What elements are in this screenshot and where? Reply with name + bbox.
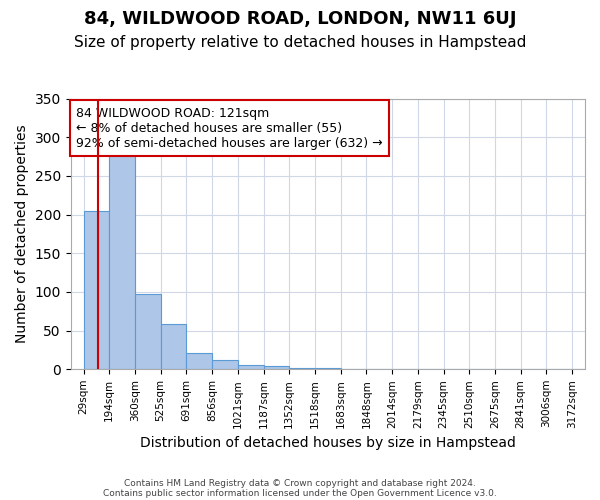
Bar <box>135 294 161 369</box>
Bar <box>109 145 135 369</box>
Bar <box>161 324 187 369</box>
Bar <box>212 360 238 369</box>
Text: Size of property relative to detached houses in Hampstead: Size of property relative to detached ho… <box>74 35 526 50</box>
Bar <box>289 368 315 369</box>
Text: Contains public sector information licensed under the Open Government Licence v3: Contains public sector information licen… <box>103 488 497 498</box>
Y-axis label: Number of detached properties: Number of detached properties <box>15 124 29 343</box>
Text: Contains HM Land Registry data © Crown copyright and database right 2024.: Contains HM Land Registry data © Crown c… <box>124 478 476 488</box>
Bar <box>238 364 263 369</box>
Text: 84 WILDWOOD ROAD: 121sqm
← 8% of detached houses are smaller (55)
92% of semi-de: 84 WILDWOOD ROAD: 121sqm ← 8% of detache… <box>76 106 382 150</box>
Bar <box>83 210 109 369</box>
Bar <box>263 366 289 369</box>
Bar <box>315 368 341 369</box>
X-axis label: Distribution of detached houses by size in Hampstead: Distribution of detached houses by size … <box>140 436 516 450</box>
Bar <box>187 353 212 369</box>
Text: 84, WILDWOOD ROAD, LONDON, NW11 6UJ: 84, WILDWOOD ROAD, LONDON, NW11 6UJ <box>84 10 516 28</box>
